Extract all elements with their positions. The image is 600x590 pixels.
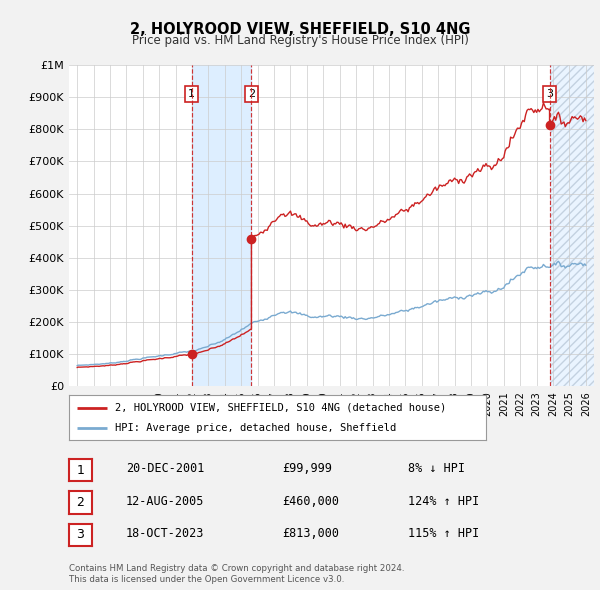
Text: 2: 2 (76, 496, 85, 509)
Text: £99,999: £99,999 (282, 463, 332, 476)
Text: 12-AUG-2005: 12-AUG-2005 (126, 495, 205, 508)
Text: This data is licensed under the Open Government Licence v3.0.: This data is licensed under the Open Gov… (69, 575, 344, 584)
Text: 3: 3 (546, 89, 553, 99)
Text: £460,000: £460,000 (282, 495, 339, 508)
Text: 124% ↑ HPI: 124% ↑ HPI (408, 495, 479, 508)
Text: £813,000: £813,000 (282, 527, 339, 540)
Bar (191, 65, 251, 386)
Text: 3: 3 (76, 529, 85, 542)
Text: 2, HOLYROOD VIEW, SHEFFIELD, S10 4NG (detached house): 2, HOLYROOD VIEW, SHEFFIELD, S10 4NG (de… (115, 403, 446, 412)
Text: 8% ↓ HPI: 8% ↓ HPI (408, 463, 465, 476)
Text: 20-DEC-2001: 20-DEC-2001 (126, 463, 205, 476)
Text: 1: 1 (188, 89, 195, 99)
Bar (550, 65, 594, 386)
Text: 1: 1 (76, 464, 85, 477)
Text: 2, HOLYROOD VIEW, SHEFFIELD, S10 4NG: 2, HOLYROOD VIEW, SHEFFIELD, S10 4NG (130, 22, 470, 37)
Text: Price paid vs. HM Land Registry's House Price Index (HPI): Price paid vs. HM Land Registry's House … (131, 34, 469, 47)
Text: 18-OCT-2023: 18-OCT-2023 (126, 527, 205, 540)
Text: 2: 2 (248, 89, 255, 99)
Text: HPI: Average price, detached house, Sheffield: HPI: Average price, detached house, Shef… (115, 424, 396, 434)
Text: 115% ↑ HPI: 115% ↑ HPI (408, 527, 479, 540)
Text: Contains HM Land Registry data © Crown copyright and database right 2024.: Contains HM Land Registry data © Crown c… (69, 565, 404, 573)
